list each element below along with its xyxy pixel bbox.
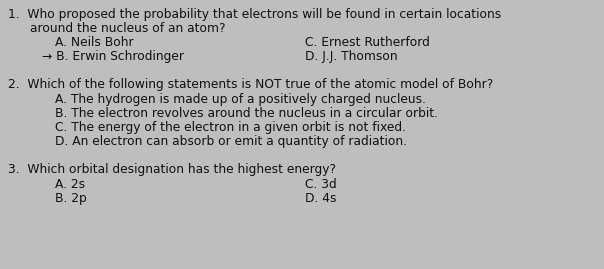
Text: → B. Erwin Schrodinger: → B. Erwin Schrodinger [42,50,184,63]
Text: D. An electron can absorb or emit a quantity of radiation.: D. An electron can absorb or emit a quan… [55,135,407,148]
Text: B. 2p: B. 2p [55,192,87,205]
Text: D. 4s: D. 4s [305,192,336,205]
Text: 2.  Which of the following statements is NOT true of the atomic model of Bohr?: 2. Which of the following statements is … [8,78,493,91]
Text: C. 3d: C. 3d [305,178,337,191]
Text: D. J.J. Thomson: D. J.J. Thomson [305,50,397,63]
Text: A. 2s: A. 2s [55,178,85,191]
Text: C. Ernest Rutherford: C. Ernest Rutherford [305,36,430,49]
Text: A. The hydrogen is made up of a positively charged nucleus.: A. The hydrogen is made up of a positive… [55,93,426,106]
Text: 3.  Which orbital designation has the highest energy?: 3. Which orbital designation has the hig… [8,163,336,176]
Text: C. The energy of the electron in a given orbit is not fixed.: C. The energy of the electron in a given… [55,121,406,134]
Text: B. The electron revolves around the nucleus in a circular orbit.: B. The electron revolves around the nucl… [55,107,438,120]
Text: around the nucleus of an atom?: around the nucleus of an atom? [30,22,225,35]
Text: 1.  Who proposed the probability that electrons will be found in certain locatio: 1. Who proposed the probability that ele… [8,8,501,21]
Text: A. Neils Bohr: A. Neils Bohr [55,36,133,49]
